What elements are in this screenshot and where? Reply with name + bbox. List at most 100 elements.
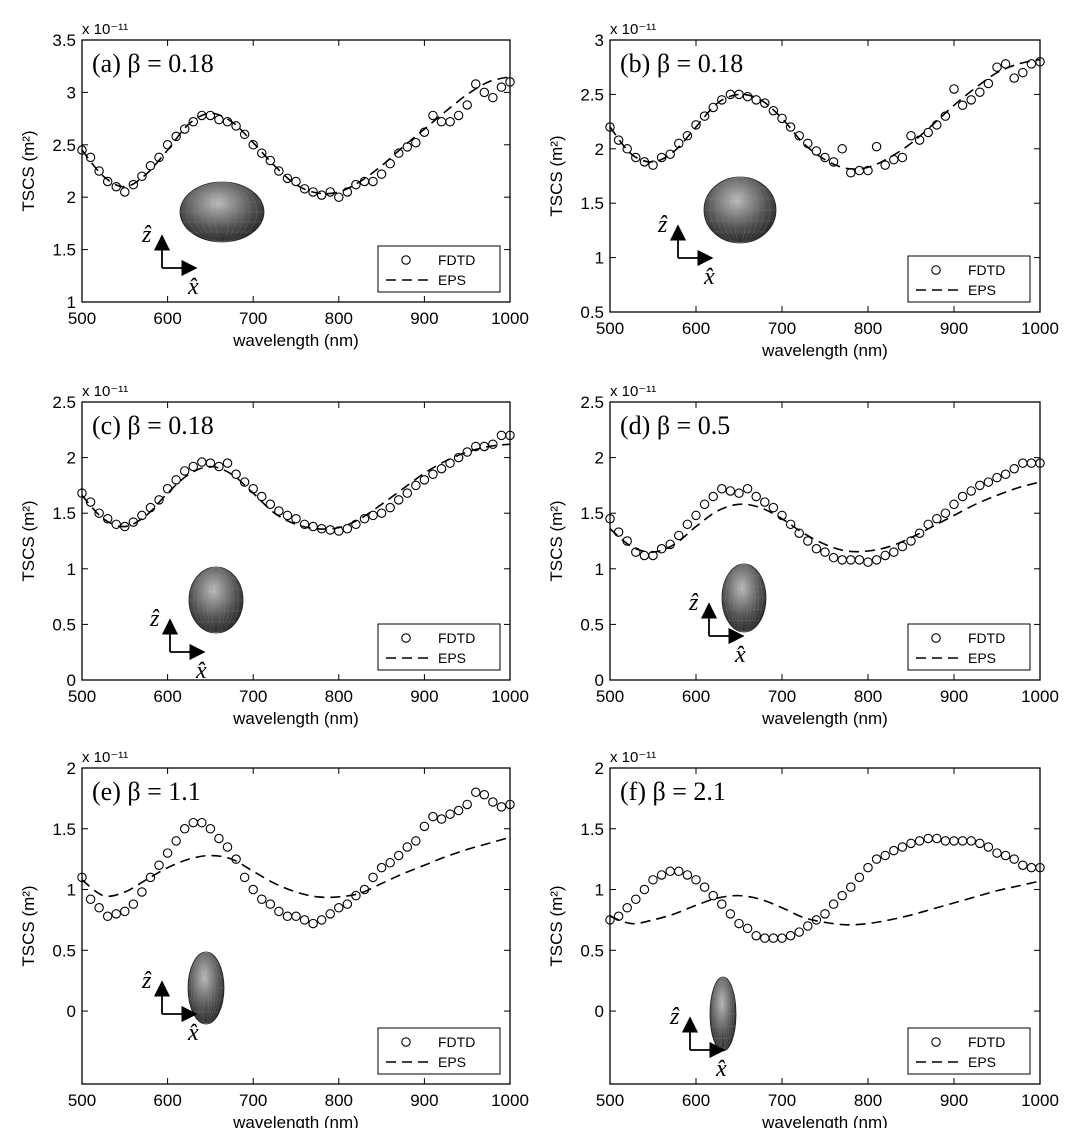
- fdtd-point: [77, 872, 87, 883]
- x-tick-label: 500: [68, 309, 96, 328]
- x-tick-label: 600: [153, 309, 181, 328]
- fdtd-point: [368, 176, 378, 187]
- fdtd-point: [863, 862, 873, 873]
- fdtd-point: [393, 495, 404, 505]
- legend-box: [377, 1027, 501, 1075]
- fdtd-point: [351, 519, 361, 530]
- legend-fdtd-marker: [931, 633, 941, 643]
- fdtd-point: [214, 114, 224, 125]
- z-hat-label: ẑ: [141, 968, 152, 994]
- fdtd-point: [699, 499, 710, 510]
- fdtd-point: [682, 870, 693, 880]
- fdtd-point: [785, 122, 796, 132]
- x-tick-label: 900: [940, 1091, 968, 1110]
- fdtd-point: [949, 84, 959, 94]
- y-tick-label: 0: [595, 671, 604, 690]
- y-tick-label: 2: [595, 759, 604, 778]
- x-tick-label: 900: [940, 687, 968, 706]
- legend-fdtd-label: FDTD: [438, 252, 475, 268]
- fdtd-point: [940, 836, 951, 846]
- fdtd-point: [631, 152, 641, 163]
- fdtd-point: [906, 838, 916, 849]
- y-tick-label: 1.5: [52, 504, 76, 523]
- x-tick-label: 800: [325, 687, 353, 706]
- y-axis-label: TSCS (m²): [547, 885, 566, 966]
- fdtd-point: [794, 528, 804, 538]
- coordinate-axes-icon: ẑ x̂: [669, 1004, 727, 1082]
- fdtd-point: [145, 872, 156, 883]
- fdtd-point: [932, 514, 942, 524]
- fdtd-point: [248, 884, 258, 895]
- fdtd-point: [162, 140, 173, 150]
- x-axis-label: wavelength (nm): [232, 331, 359, 350]
- fdtd-point: [214, 461, 224, 472]
- fdtd-point: [1000, 469, 1011, 480]
- x-tick-label: 500: [68, 1091, 96, 1110]
- fdtd-point: [760, 98, 770, 108]
- fdtd-point: [120, 521, 130, 532]
- fdtd-point: [871, 555, 882, 565]
- fdtd-point: [751, 95, 761, 105]
- fdtd-point: [760, 497, 770, 507]
- fdtd-point: [605, 514, 615, 524]
- fdtd-point: [785, 519, 796, 530]
- fdtd-point: [171, 131, 181, 142]
- fdtd-point: [674, 530, 684, 541]
- x-tick-label: 1000: [491, 309, 529, 328]
- legend: FDTD EPS: [907, 623, 1031, 671]
- axis-exponent: x 10⁻¹¹: [610, 21, 656, 38]
- fdtd-point: [265, 899, 276, 909]
- x-tick-label: 1000: [1021, 1091, 1059, 1110]
- fdtd-point: [957, 836, 968, 846]
- fdtd-point: [1026, 862, 1037, 873]
- axes-frame: [81, 767, 511, 1085]
- fdtd-point: [837, 890, 847, 901]
- fdtd-point: [385, 158, 395, 169]
- legend: FDTD EPS: [907, 1027, 1031, 1075]
- fdtd-point: [496, 430, 507, 441]
- fdtd-point: [479, 87, 490, 98]
- legend-box: [907, 623, 1031, 671]
- fdtd-point: [257, 491, 267, 502]
- fdtd-point: [145, 161, 156, 171]
- fdtd-point: [914, 135, 925, 145]
- fdtd-point: [342, 899, 353, 909]
- legend-eps-label: EPS: [968, 650, 996, 666]
- fdtd-point: [488, 797, 498, 807]
- coordinate-axes-icon: ẑ x̂: [141, 222, 199, 300]
- fdtd-point: [975, 87, 985, 97]
- fdtd-point: [445, 116, 455, 127]
- fdtd-point: [308, 918, 318, 929]
- fdtd-point: [828, 552, 839, 563]
- fdtd-point: [639, 884, 650, 895]
- x-tick-label: 900: [410, 687, 438, 706]
- legend-fdtd-marker: [401, 633, 411, 643]
- y-tick-label: 2.5: [52, 393, 76, 412]
- fdtd-point: [188, 461, 199, 472]
- y-tick-label: 0: [67, 1002, 76, 1021]
- fdtd-point: [871, 141, 882, 152]
- legend: FDTD EPS: [377, 245, 501, 293]
- fdtd-point: [949, 499, 959, 510]
- legend: FDTD EPS: [907, 255, 1031, 303]
- fdtd-point: [656, 152, 667, 163]
- fdtd-point: [282, 173, 293, 184]
- y-tick-label: 3: [67, 83, 76, 102]
- fdtd-point: [111, 519, 121, 530]
- eps-series-line: [609, 58, 1041, 170]
- y-axis-label: TSCS (m²): [19, 500, 38, 581]
- fdtd-point: [768, 105, 779, 116]
- fdtd-point: [308, 187, 318, 197]
- fdtd-point: [257, 148, 267, 158]
- fdtd-point: [85, 894, 96, 905]
- x-tick-label: 800: [325, 1091, 353, 1110]
- fdtd-point: [137, 171, 147, 181]
- fdtd-point: [734, 89, 744, 100]
- fdtd-point: [665, 866, 675, 877]
- fdtd-point: [854, 555, 865, 565]
- x-tick-label: 900: [410, 1091, 438, 1110]
- legend-fdtd-label: FDTD: [968, 262, 1005, 278]
- fdtd-point: [462, 447, 472, 457]
- x-tick-label: 500: [596, 319, 624, 338]
- fdtd-point: [751, 491, 761, 502]
